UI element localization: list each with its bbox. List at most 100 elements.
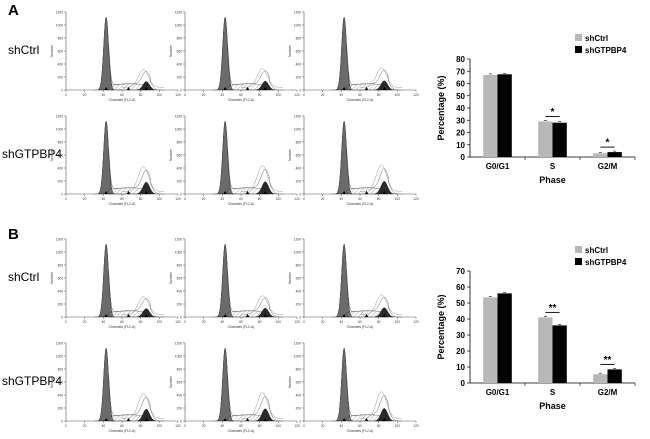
histogram-x-tick-label: 20: [83, 424, 87, 428]
histogram-x-tick-label: 80: [258, 320, 262, 324]
model-fit-outline-2: [360, 294, 402, 315]
histogram-y-tick-label: 400: [177, 63, 183, 67]
histogram-x-tick-label: 0: [65, 93, 67, 97]
chart-y-tick-label: 0: [461, 153, 466, 162]
g2m-peak: [136, 408, 156, 421]
histogram-x-tick-label: 80: [258, 93, 262, 97]
gate-marker: [144, 418, 149, 421]
model-fit-outline: [94, 120, 164, 195]
histogram-x-axis-title: Channels (FL2-A): [109, 429, 136, 433]
histogram-x-axis-title: Channels (FL2-A): [347, 325, 374, 329]
model-fit-outline: [94, 16, 164, 91]
row-label-b-shgtpbp4: shGTPBP4: [2, 374, 63, 388]
g0g1-peak: [335, 243, 353, 318]
chart-x-axis-title: Phase: [539, 175, 566, 185]
histogram-y-tick-label: 400: [58, 63, 64, 67]
histogram-x-tick-label: 80: [139, 93, 143, 97]
histogram-y-tick-label: 600: [296, 381, 302, 385]
histogram-y-tick-label: 1000: [294, 128, 301, 132]
g0g1-peak: [97, 243, 115, 318]
chart-y-axis-title: Percentage (%): [436, 294, 446, 359]
bar-shctrl-g0g1: [483, 297, 498, 383]
histogram-x-tick-label: 120: [175, 320, 181, 324]
legend-swatch-shctrl: [575, 34, 582, 41]
histogram-y-tick-label: 200: [177, 407, 183, 411]
model-fit-outline-2: [240, 392, 283, 419]
histogram-y-tick-label: 1000: [56, 251, 63, 255]
histogram-x-tick-label: 60: [120, 197, 124, 201]
chart-y-tick-label: 0: [461, 379, 466, 388]
bar-shctrl-g2m: [593, 153, 608, 157]
g0g1-peak: [335, 120, 353, 195]
histogram-x-tick-label: 100: [157, 424, 163, 428]
histogram-y-tick-label: 400: [177, 290, 183, 294]
histogram-x-tick-label: 0: [184, 320, 186, 324]
legend-swatch-shctrl: [575, 246, 582, 253]
histogram-x-tick-label: 60: [120, 320, 124, 324]
chart-y-tick-label: 20: [456, 129, 465, 138]
histogram-x-tick-label: 20: [202, 197, 206, 201]
histogram-x-tick-label: 120: [175, 197, 181, 201]
histogram-x-tick-label: 120: [294, 424, 300, 428]
histogram-y-tick-label: 800: [296, 368, 302, 372]
histogram-x-tick-label: 100: [395, 320, 401, 324]
histogram-y-tick-label: 0: [61, 420, 63, 424]
histogram-x-tick-label: 20: [83, 320, 87, 324]
chart-category-label: S: [550, 162, 556, 171]
histogram-x-tick-label: 40: [102, 424, 106, 428]
model-fit-outline: [332, 16, 402, 91]
histogram-y-tick-label: 600: [58, 154, 64, 158]
legend-label-shgtpbp4: shGTPBP4: [585, 46, 627, 55]
histogram-x-tick-label: 100: [276, 93, 282, 97]
model-fit-outline-2: [240, 165, 283, 192]
gate-marker: [144, 191, 149, 194]
histogram-p1-r1-c0: 0 200 400 600 800 1000 1200 0 20 40 60 80 100 120 Chan…: [50, 342, 181, 434]
histogram-x-axis-title: Channels (FL2-A): [109, 98, 136, 102]
model-fit-outline: [332, 243, 402, 318]
histogram-x-tick-label: 40: [102, 197, 106, 201]
histogram-x-tick-label: 0: [303, 424, 305, 428]
histogram-y-tick-label: 1200: [294, 115, 301, 119]
chart-y-tick-label: 20: [456, 347, 465, 356]
legend-label-shgtpbp4: shGTPBP4: [585, 258, 627, 267]
histogram-y-tick-label: 800: [296, 37, 302, 41]
g0g1-peak: [335, 16, 353, 91]
legend-label-shctrl: shCtrl: [585, 246, 608, 255]
histogram-y-tick-label: 1000: [56, 128, 63, 132]
row-label-b-shctrl: shCtrl: [8, 270, 40, 284]
histogram-x-tick-label: 80: [377, 93, 381, 97]
chart-category-label: S: [550, 388, 556, 397]
histogram-y-tick-label: 800: [296, 264, 302, 268]
histogram-y-tick-label: 0: [299, 316, 301, 320]
histogram-y-tick-label: 200: [177, 76, 183, 80]
histogram-x-tick-label: 20: [83, 197, 87, 201]
g0g1-peak: [97, 120, 115, 195]
model-fit-outline-2: [121, 393, 164, 419]
histogram-y-tick-label: 800: [177, 264, 183, 268]
g2m-peak: [374, 181, 394, 194]
histogram-y-tick-label: 400: [58, 394, 64, 398]
histogram-y-tick-label: 1000: [175, 128, 182, 132]
legend-swatch-shgtpbp4: [575, 258, 582, 265]
histogram-y-tick-label: 0: [180, 420, 182, 424]
model-fit-outline: [332, 347, 402, 422]
histogram-y-tick-label: 200: [58, 303, 64, 307]
histogram-y-tick-label: 600: [177, 50, 183, 54]
histogram-y-tick-label: 0: [61, 193, 63, 197]
histogram-y-tick-label: 1200: [175, 342, 182, 346]
histogram-y-tick-label: 0: [299, 193, 301, 197]
model-fit-outline: [213, 16, 283, 91]
significance-marker: **: [604, 355, 612, 366]
gate-marker: [342, 314, 346, 317]
histogram-x-tick-label: 60: [120, 93, 124, 97]
histogram-y-tick-label: 0: [299, 89, 301, 93]
chart-category-label: G2/M: [598, 162, 618, 171]
histogram-x-tick-label: 40: [340, 197, 344, 201]
histogram-x-tick-label: 80: [377, 320, 381, 324]
histogram-x-tick-label: 20: [321, 320, 325, 324]
histogram-y-tick-label: 1000: [56, 24, 63, 28]
histogram-y-tick-label: 400: [296, 394, 302, 398]
histogram-y-tick-label: 0: [180, 193, 182, 197]
